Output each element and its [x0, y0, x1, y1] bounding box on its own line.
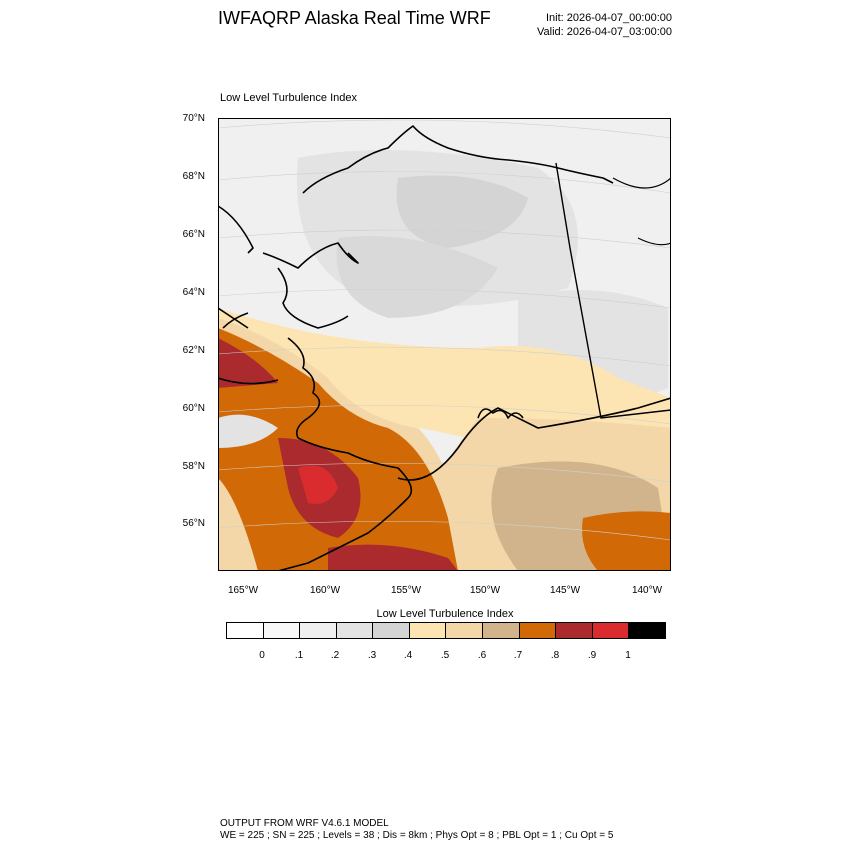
- footer-settings: WE = 225 ; SN = 225 ; Levels = 38 ; Dis …: [220, 830, 614, 841]
- lat-label: 60°N: [182, 403, 205, 414]
- colorbar: [226, 622, 666, 639]
- colorbar-swatch: [227, 623, 264, 638]
- colorbar-tick-label: .1: [294, 650, 304, 661]
- colorbar-tick-label: .3: [367, 650, 377, 661]
- lon-label: 140°W: [631, 585, 663, 596]
- footer-model: OUTPUT FROM WRF V4.6.1 MODEL: [220, 818, 389, 829]
- colorbar-tick-label: .5: [440, 650, 450, 661]
- colorbar-swatch: [409, 623, 447, 638]
- turbulence-map: [218, 118, 671, 571]
- lon-label: 145°W: [549, 585, 581, 596]
- map-subtitle: Low Level Turbulence Index: [220, 92, 357, 104]
- lat-label: 64°N: [182, 287, 205, 298]
- colorbar-swatch: [373, 623, 410, 638]
- colorbar-title: Low Level Turbulence Index: [376, 608, 514, 620]
- colorbar-tick-label: .9: [587, 650, 597, 661]
- colorbar-swatch: [556, 623, 593, 638]
- lon-label: 155°W: [390, 585, 422, 596]
- lon-label: 160°W: [309, 585, 341, 596]
- lat-label: 70°N: [182, 113, 205, 124]
- lat-label: 56°N: [182, 518, 205, 529]
- colorbar-tick-label: .4: [403, 650, 413, 661]
- colorbar-swatch: [446, 623, 484, 638]
- colorbar-swatch: [300, 623, 337, 638]
- page-title: IWFAQRP Alaska Real Time WRF: [218, 8, 491, 28]
- colorbar-tick-label: .7: [513, 650, 523, 661]
- init-time: Init: 2026-04-07_00:00:00: [546, 12, 672, 24]
- colorbar-swatch: [519, 623, 557, 638]
- colorbar-swatch: [629, 623, 665, 638]
- colorbar-tick-label: .2: [330, 650, 340, 661]
- colorbar-swatch: [592, 623, 630, 638]
- valid-time: Valid: 2026-04-07_03:00:00: [537, 26, 672, 38]
- colorbar-swatch: [483, 623, 520, 638]
- colorbar-tick-label: .6: [477, 650, 487, 661]
- lat-label: 66°N: [182, 229, 205, 240]
- colorbar-tick-label: .8: [550, 650, 560, 661]
- lat-label: 68°N: [182, 171, 205, 182]
- colorbar-tick-label: 1: [625, 650, 631, 661]
- colorbar-tick-label: 0: [259, 650, 265, 661]
- lat-label: 62°N: [182, 345, 205, 356]
- lon-label: 150°W: [469, 585, 501, 596]
- colorbar-swatch: [336, 623, 374, 638]
- lat-label: 58°N: [182, 461, 205, 472]
- colorbar-swatch: [263, 623, 301, 638]
- lon-label: 165°W: [227, 585, 259, 596]
